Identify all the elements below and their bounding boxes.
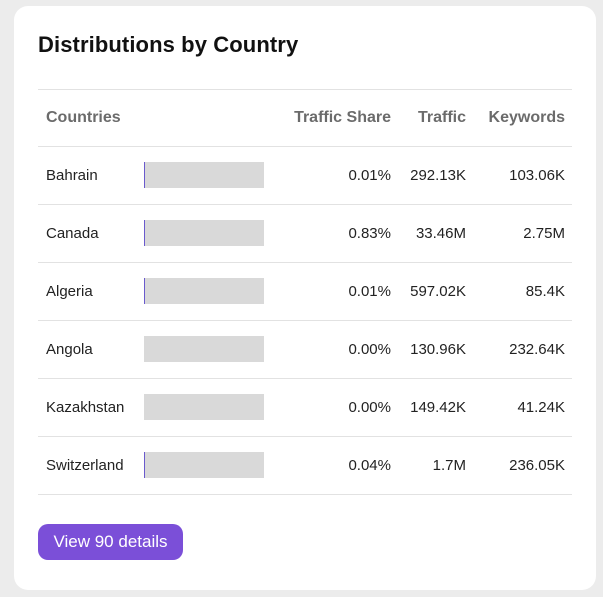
traffic-share-value: 0.00% bbox=[348, 399, 391, 416]
traffic-share-value: 0.01% bbox=[348, 167, 391, 184]
table-row: Algeria 0.01% 597.02K 85.4K bbox=[38, 262, 572, 320]
country-name: Canada bbox=[46, 225, 99, 242]
country-name: Algeria bbox=[46, 283, 93, 300]
traffic-value: 149.42K bbox=[410, 399, 466, 416]
table-row: Bahrain 0.01% 292.13K 103.06K bbox=[38, 146, 572, 204]
country-table: Countries Traffic Share Traffic Keywords… bbox=[38, 89, 572, 495]
traffic-value: 130.96K bbox=[410, 341, 466, 358]
traffic-share-bar bbox=[144, 336, 264, 362]
traffic-share-bar-fill bbox=[144, 162, 145, 188]
traffic-share-value: 0.01% bbox=[348, 283, 391, 300]
traffic-share-bar bbox=[144, 220, 264, 246]
country-name: Angola bbox=[46, 341, 93, 358]
country-name: Kazakhstan bbox=[46, 399, 125, 416]
column-header-keywords: Keywords bbox=[488, 109, 565, 126]
traffic-value: 597.02K bbox=[410, 283, 466, 300]
table-header-row: Countries Traffic Share Traffic Keywords bbox=[38, 89, 572, 146]
country-name: Switzerland bbox=[46, 457, 124, 474]
column-header-traffic: Traffic bbox=[417, 109, 466, 126]
column-header-traffic-share: Traffic Share bbox=[294, 109, 391, 126]
traffic-value: 33.46M bbox=[415, 225, 466, 242]
traffic-share-value: 0.83% bbox=[348, 225, 391, 242]
traffic-share-bar-fill bbox=[144, 220, 145, 246]
keywords-value: 236.05K bbox=[509, 457, 565, 474]
card-title: Distributions by Country bbox=[38, 32, 299, 57]
table-row: Kazakhstan 0.00% 149.42K 41.24K bbox=[38, 378, 572, 436]
keywords-value: 85.4K bbox=[525, 283, 565, 300]
traffic-share-bar bbox=[144, 162, 264, 188]
traffic-value: 1.7M bbox=[432, 457, 466, 474]
traffic-share-bar-fill bbox=[144, 278, 145, 304]
traffic-share-value: 0.04% bbox=[348, 457, 391, 474]
view-details-button[interactable]: View 90 details bbox=[38, 524, 183, 560]
keywords-value: 41.24K bbox=[517, 399, 565, 416]
traffic-share-bar bbox=[144, 394, 264, 420]
traffic-share-bar bbox=[144, 278, 264, 304]
country-name: Bahrain bbox=[46, 167, 98, 184]
column-header-countries: Countries bbox=[46, 109, 121, 126]
keywords-value: 2.75M bbox=[523, 225, 565, 242]
traffic-share-bar-fill bbox=[144, 452, 145, 478]
traffic-share-value: 0.00% bbox=[348, 341, 391, 358]
traffic-share-bar bbox=[144, 452, 264, 478]
keywords-value: 232.64K bbox=[509, 341, 565, 358]
table-row: Angola 0.00% 130.96K 232.64K bbox=[38, 320, 572, 378]
table-row: Switzerland 0.04% 1.7M 236.05K bbox=[38, 436, 572, 495]
traffic-value: 292.13K bbox=[410, 167, 466, 184]
distribution-card: Distributions by Country Countries Traff… bbox=[14, 6, 596, 590]
keywords-value: 103.06K bbox=[509, 167, 565, 184]
table-row: Canada 0.83% 33.46M 2.75M bbox=[38, 204, 572, 262]
